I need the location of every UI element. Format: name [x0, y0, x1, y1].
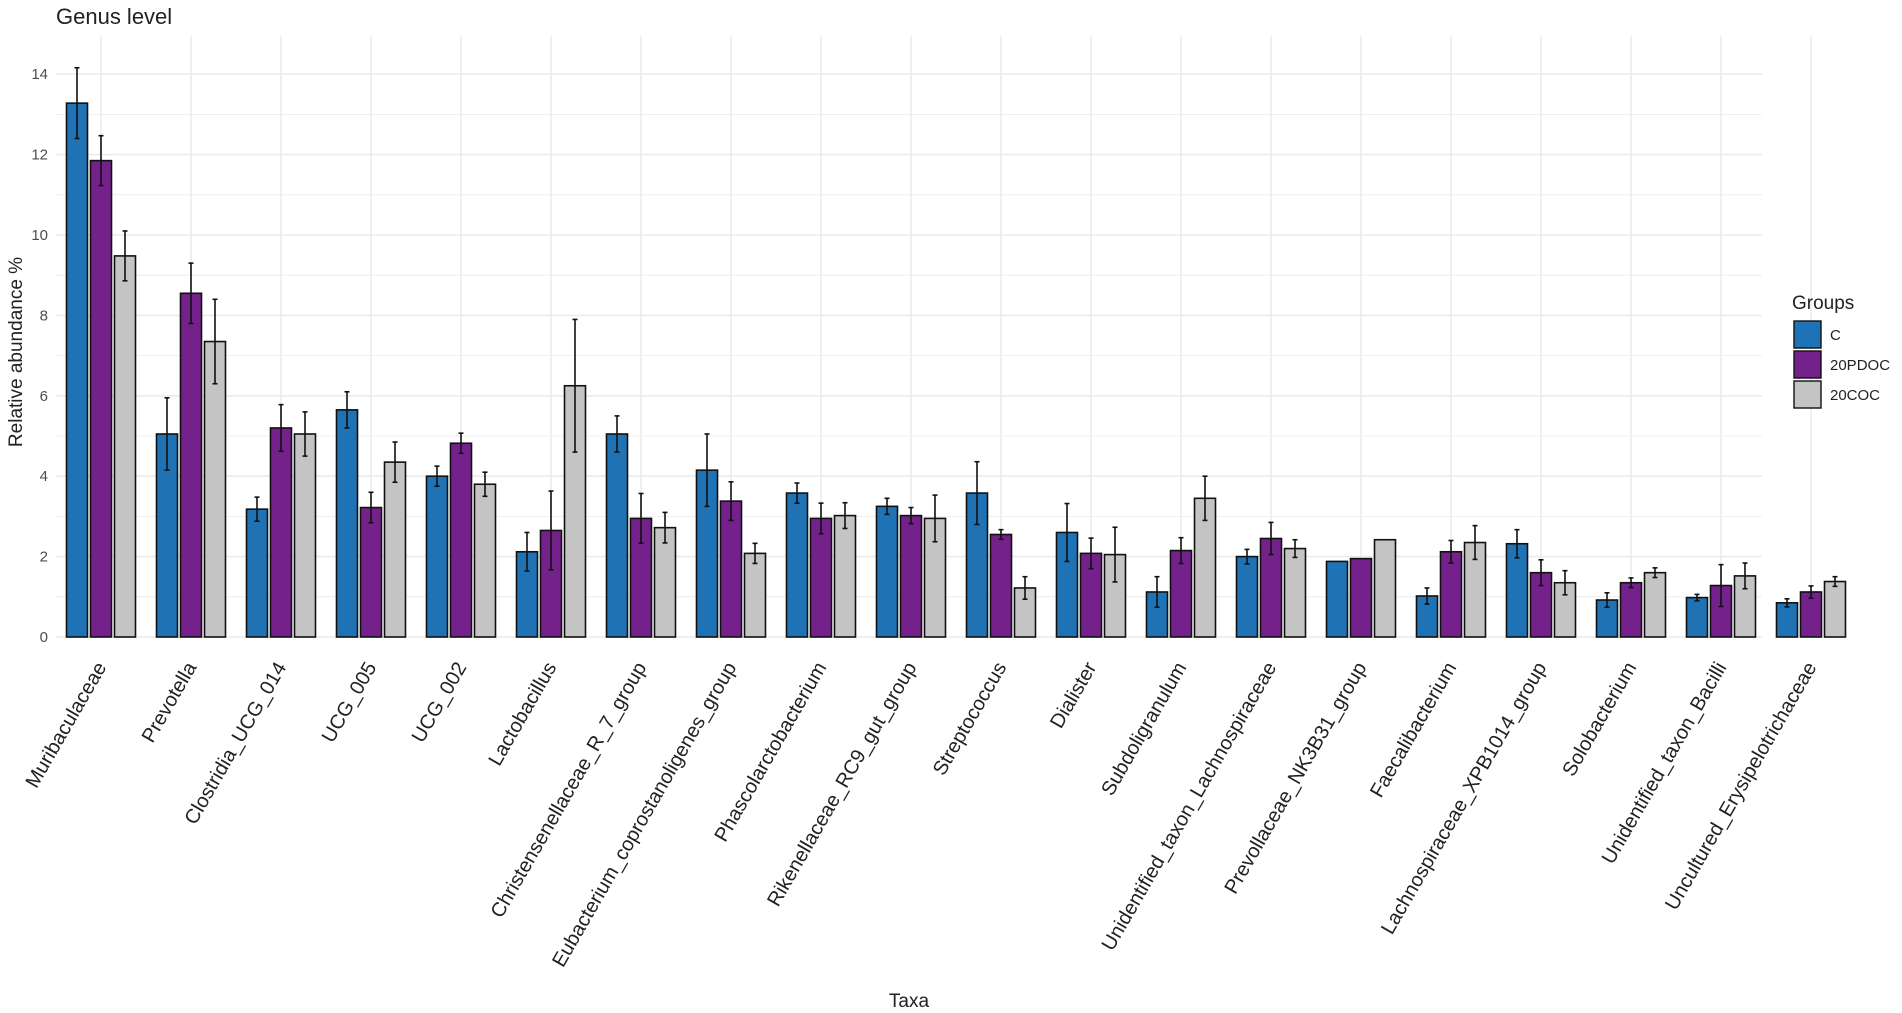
x-tick-label: Lachnospiraceae_XPB1014_group — [1377, 659, 1551, 939]
y-tick-label: 0 — [40, 629, 48, 646]
bar-c-clostridia_ucg_014 — [245, 508, 269, 638]
x-tick-label: Subdoligranulum — [1097, 659, 1191, 800]
x-tick-label: Rikenellaceae_RC9_gut_group — [763, 659, 921, 911]
y-tick-label: 10 — [31, 227, 48, 244]
y-tick-label: 6 — [40, 388, 48, 405]
bar-c-christensenellaceae_r_7_group — [605, 433, 629, 638]
bar-c-phascolarctobacterium — [785, 492, 809, 638]
x-tick-label: UCG_005 — [318, 659, 382, 747]
bar-20coc-prevollaceae_nk3b31_group — [1373, 538, 1397, 638]
x-axis-title: Taxa — [889, 991, 930, 1012]
legend: Groups C 20PDOC 20COC — [1792, 293, 1890, 409]
bar-20pdoc-ucg_005 — [359, 506, 383, 638]
bar-20pdoc-ucg_002 — [449, 442, 473, 638]
y-tick-label: 8 — [40, 307, 48, 324]
bar-c-muribaculaceae — [65, 102, 89, 638]
bar-c-ucg_005 — [335, 409, 359, 638]
bar-c-prevollaceae_nk3b31_group — [1325, 560, 1349, 638]
x-axis-ticks: Muribaculaceae PrevotellaClostridia_UCG_0… — [22, 658, 1822, 971]
legend-key-20coc — [1793, 380, 1822, 409]
x-tick-label: Faecalibacterium — [1366, 659, 1461, 802]
x-tick-label: UCG_002 — [408, 659, 472, 747]
bar-20coc-unidentified_taxon_lachnospiraceae — [1283, 547, 1307, 638]
y-axis-title: Relative abundance % — [6, 257, 27, 447]
x-tick-label: Clostridia_UCG_014 — [181, 659, 292, 829]
legend-key-20pdoc — [1793, 350, 1822, 379]
bar-20coc-uncultured_erysipelotrichaceae — [1823, 580, 1847, 638]
bar-20pdoc-clostridia_ucg_014 — [269, 427, 293, 638]
legend-label-20pdoc: 20PDOC — [1830, 357, 1890, 374]
bar-20coc-clostridia_ucg_014 — [293, 433, 317, 638]
x-tick-label: Solobacterium — [1558, 659, 1641, 781]
bar-20pdoc-rikenellaceae_rc9_gut_group — [899, 514, 923, 638]
bar-20pdoc-eubacterium_coprostanoligenes_group — [719, 500, 743, 638]
bar-20pdoc-phascolarctobacterium — [809, 517, 833, 638]
x-tick-label: Prevotella — [138, 658, 202, 747]
y-tick-label: 12 — [31, 147, 48, 164]
bar-20pdoc-faecalibacterium — [1439, 550, 1463, 638]
bar-c-unidentified_taxon_lachnospiraceae — [1235, 555, 1259, 638]
bar-c-uncultured_erysipelotrichaceae — [1775, 602, 1799, 638]
bar-20pdoc-prevollaceae_nk3b31_group — [1349, 557, 1373, 638]
x-tick-label: Dialister — [1046, 658, 1101, 732]
legend-label-20coc: 20COC — [1830, 387, 1880, 404]
bar-20coc-ucg_005 — [383, 461, 407, 638]
y-tick-label: 4 — [40, 468, 48, 485]
bar-c-rikenellaceae_rc9_gut_group — [875, 505, 899, 638]
y-axis-ticks: 0 2 4 6 8 10 12 14 — [31, 66, 48, 646]
bar-20pdoc-prevotella — [179, 292, 203, 638]
x-tick-label: Uncultured_Erysipelotrichaceae — [1661, 659, 1821, 915]
bar-20coc-christensenellaceae_r_7_group — [653, 526, 677, 638]
legend-key-c — [1793, 320, 1822, 349]
x-tick-label: Lactobacillus — [484, 659, 561, 770]
bar-20coc-muribaculaceae — [113, 255, 137, 638]
bar-20coc-solobacterium — [1643, 571, 1667, 638]
x-tick-label: Unidentified_taxon_Lachnospiraceae — [1098, 659, 1282, 955]
bar-20coc-eubacterium_coprostanoligenes_group — [743, 552, 767, 638]
bar-20pdoc-muribaculaceae — [89, 159, 113, 638]
x-tick-label: Streptococcus — [929, 659, 1011, 780]
bar-20pdoc-solobacterium — [1619, 581, 1643, 638]
y-tick-label: 14 — [31, 66, 48, 83]
x-tick-label: Muribaculaceae — [22, 659, 112, 792]
x-tick-label: Eubacterium_coprostanoligenes_group — [548, 659, 741, 971]
bars — [65, 66, 1847, 638]
y-tick-label: 2 — [40, 549, 48, 566]
chart-title: Genus level — [56, 4, 172, 29]
bar-20coc-phascolarctobacterium — [833, 514, 857, 638]
x-tick-label: Christensenellaceae_R_7_group — [487, 659, 652, 922]
bar-20coc-ucg_002 — [473, 483, 497, 638]
legend-title: Groups — [1792, 293, 1854, 314]
bar-20pdoc-streptococcus — [989, 533, 1013, 638]
bar-c-ucg_002 — [425, 475, 449, 638]
bar-c-unidentified_taxon_bacilli — [1685, 596, 1709, 638]
legend-label-c: C — [1830, 327, 1841, 344]
bar-20coc-prevotella — [203, 340, 227, 638]
